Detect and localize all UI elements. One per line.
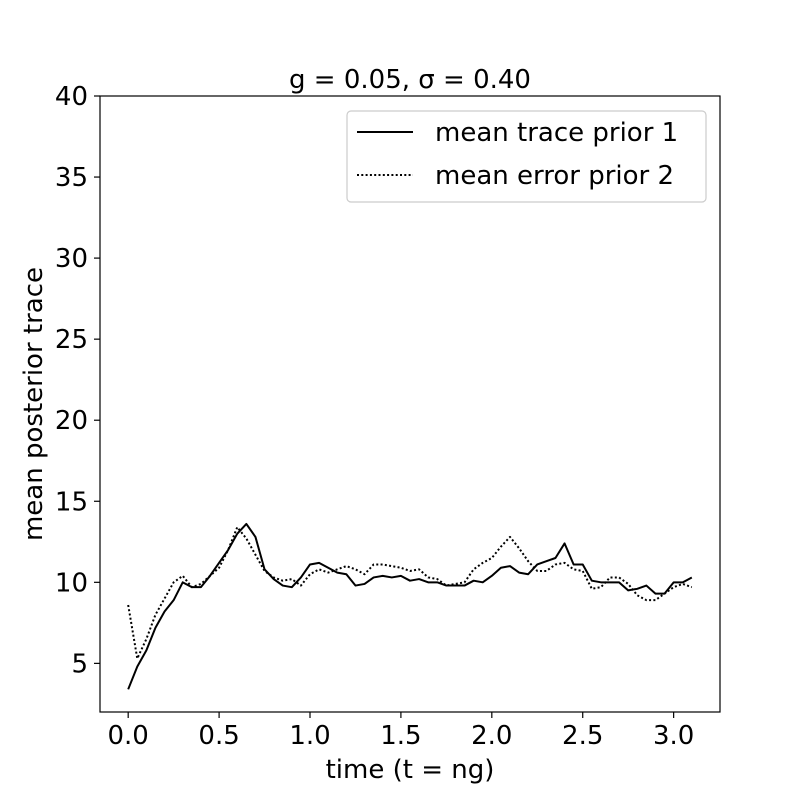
data-layer bbox=[127, 522, 693, 690]
y-tick-label: 30 bbox=[55, 244, 88, 274]
legend-box bbox=[346, 110, 707, 203]
y-tick-label: 20 bbox=[55, 406, 88, 436]
axes-layer: 0.0 0.5 1.0 1.5 2.0 2.5 3.0 5 10 15 20 25 30 35 40 bbox=[55, 82, 721, 751]
legend: mean trace prior 1 mean error prior 2 bbox=[346, 110, 707, 203]
y-tick-label: 35 bbox=[55, 163, 88, 193]
x-tick-label: 0.5 bbox=[198, 721, 239, 751]
x-tick-label: 2.5 bbox=[562, 721, 603, 751]
y-axis-label: mean posterior trace bbox=[19, 267, 49, 541]
x-tick-label: 1.5 bbox=[380, 721, 421, 751]
series-line-1 bbox=[127, 522, 693, 690]
x-tick-label: 2.0 bbox=[471, 721, 512, 751]
y-tick-label: 5 bbox=[71, 649, 88, 679]
chart-title: g = 0.05, σ = 0.40 bbox=[289, 65, 531, 95]
legend-label-series-2: mean error prior 2 bbox=[435, 161, 674, 191]
x-tick-label: 0.0 bbox=[108, 721, 149, 751]
y-tick-label: 10 bbox=[55, 568, 88, 598]
y-tick-label: 25 bbox=[55, 325, 88, 355]
y-tick-label: 40 bbox=[55, 82, 88, 112]
y-tick-label: 15 bbox=[55, 487, 88, 517]
legend-label-series-1: mean trace prior 1 bbox=[435, 118, 678, 148]
x-tick-label: 3.0 bbox=[653, 721, 694, 751]
x-tick-label: 1.0 bbox=[289, 721, 330, 751]
x-axis-label: time (t = ng) bbox=[326, 755, 495, 785]
series-line-2 bbox=[127, 526, 693, 660]
plot-frame bbox=[99, 95, 721, 713]
